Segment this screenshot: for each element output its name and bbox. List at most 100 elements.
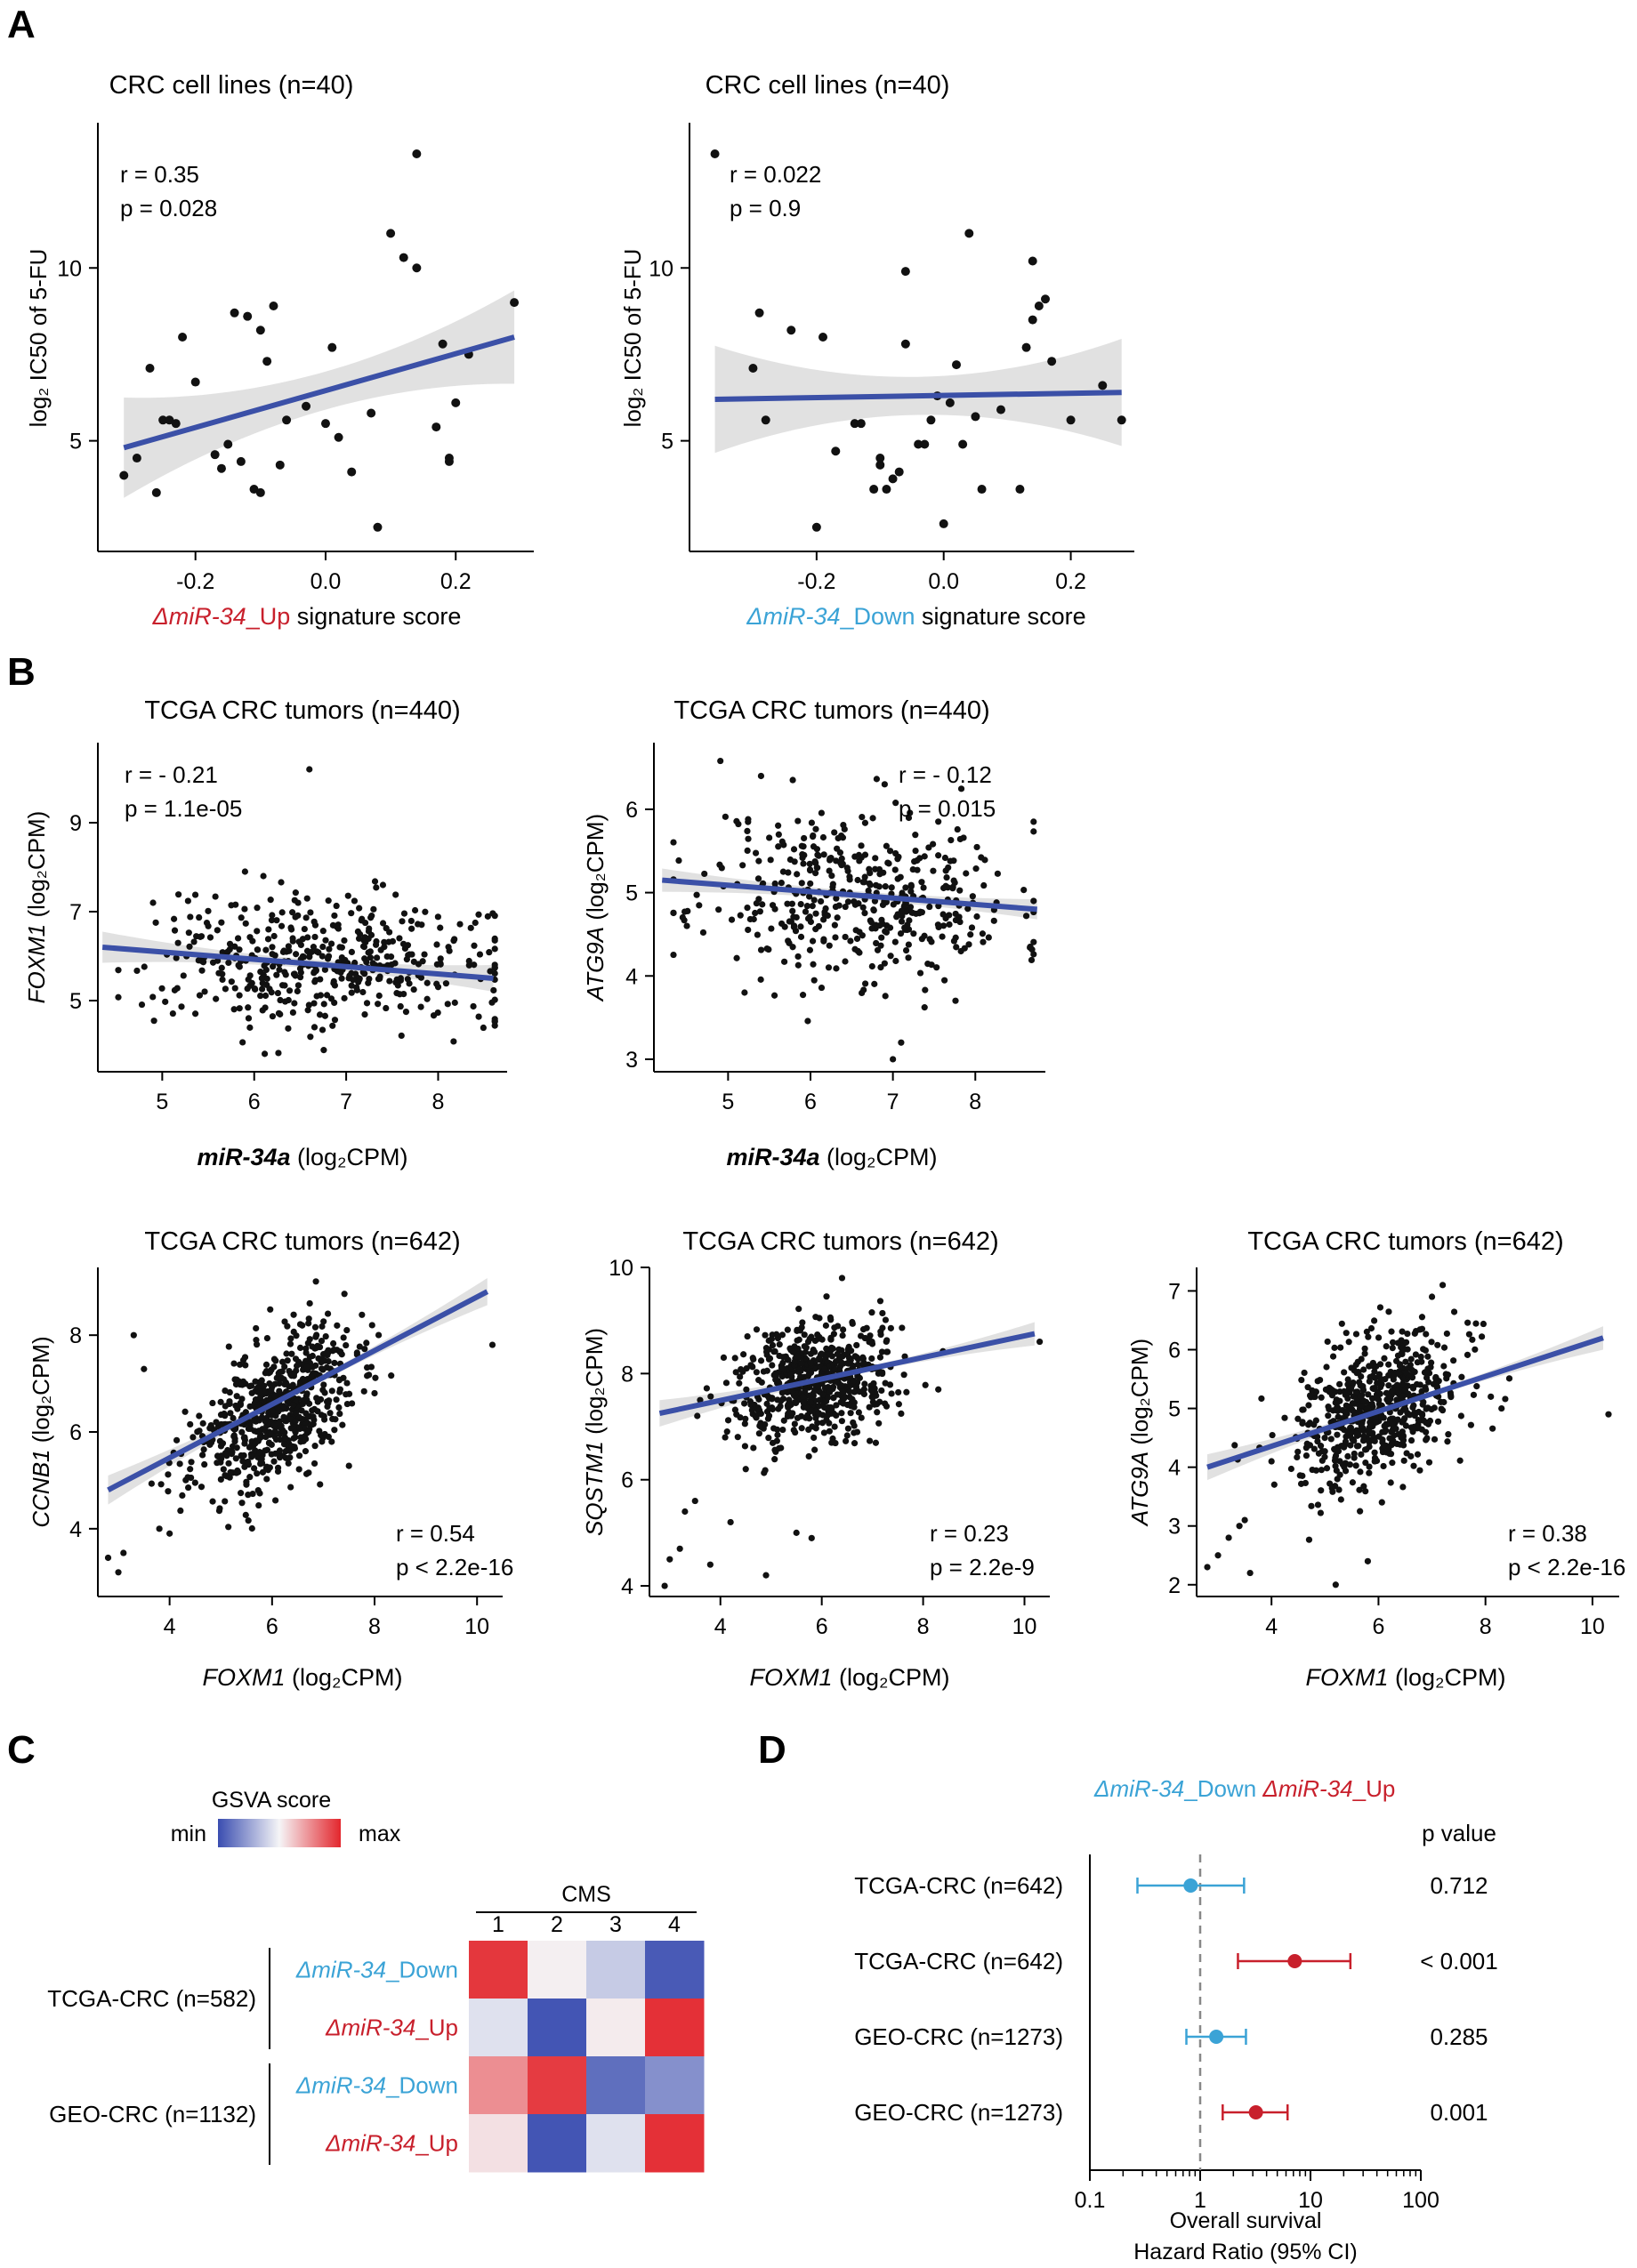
data-point — [350, 977, 357, 984]
data-point — [246, 1403, 254, 1410]
data-point — [320, 1001, 327, 1008]
stat-label: r = 0.23 — [930, 1520, 1009, 1547]
data-point — [717, 757, 724, 765]
data-point — [861, 1334, 868, 1342]
data-point — [722, 1379, 730, 1387]
data-point — [1380, 1414, 1387, 1421]
heatmap-row-label: ΔmiR-34_Down — [295, 1957, 458, 1983]
data-point — [722, 1434, 729, 1441]
data-point — [322, 937, 329, 944]
data-point — [1407, 1355, 1415, 1363]
y-tick-label: 10 — [609, 1256, 633, 1281]
data-point — [769, 1362, 776, 1369]
data-point — [844, 867, 851, 874]
data-point — [953, 944, 960, 951]
data-point — [290, 1435, 297, 1442]
y-axis-label: FOXM1 (log₂CPM) — [23, 811, 50, 1004]
x-tick-label: 0.0 — [928, 569, 959, 594]
data-point — [307, 909, 314, 916]
data-point — [375, 976, 383, 983]
y-tick-label: 10 — [649, 256, 673, 281]
x-tick-label: 6 — [804, 1090, 817, 1114]
data-point — [784, 1356, 792, 1363]
data-point — [773, 1437, 780, 1444]
data-point — [868, 1309, 875, 1316]
data-point — [797, 900, 804, 908]
data-point — [393, 976, 400, 983]
data-point — [1308, 1502, 1315, 1509]
data-point — [1231, 1442, 1238, 1449]
data-point — [856, 1374, 863, 1381]
data-point — [280, 1441, 288, 1448]
data-point — [1355, 1443, 1362, 1450]
data-point — [1394, 1352, 1402, 1359]
data-point — [266, 985, 273, 993]
data-point — [843, 1437, 850, 1444]
data-point — [475, 911, 482, 918]
data-point — [1354, 1358, 1361, 1365]
data-point — [861, 873, 868, 881]
data-point — [745, 818, 752, 825]
x-tick-label: 0.2 — [1055, 569, 1086, 594]
data-point — [372, 1374, 379, 1381]
data-point — [886, 848, 894, 855]
data-point — [258, 975, 265, 982]
stat-label: p = 0.028 — [120, 195, 217, 221]
data-point — [444, 456, 454, 466]
data-point — [433, 961, 440, 968]
data-point — [1214, 1552, 1222, 1559]
data-point — [488, 1341, 496, 1348]
data-point — [1332, 1454, 1339, 1461]
data-point — [812, 910, 819, 917]
data-point — [770, 992, 778, 999]
data-point — [858, 854, 865, 861]
data-point — [1388, 1440, 1395, 1447]
data-point — [361, 1346, 368, 1353]
data-point — [265, 1439, 273, 1447]
data-point — [1066, 415, 1076, 425]
data-point — [180, 972, 187, 979]
data-point — [314, 1398, 321, 1405]
data-point — [1343, 1408, 1351, 1415]
data-point — [230, 1006, 238, 1013]
data-point — [260, 873, 267, 880]
data-point — [757, 1357, 765, 1364]
data-point — [230, 1360, 238, 1367]
data-point — [793, 1529, 800, 1536]
y-axis-label: ATG9A (log₂CPM) — [582, 814, 609, 1002]
data-point — [1383, 1420, 1391, 1428]
data-point — [270, 963, 277, 970]
data-point — [786, 1396, 793, 1403]
data-point — [1378, 1499, 1385, 1506]
data-point — [738, 1365, 745, 1373]
data-point — [861, 910, 868, 917]
data-point — [1030, 951, 1037, 958]
data-point — [898, 918, 906, 925]
data-point — [964, 229, 974, 238]
data-point — [741, 989, 748, 996]
data-point — [310, 1413, 317, 1420]
data-point — [290, 1311, 297, 1318]
regression-line — [107, 1289, 489, 1492]
data-point — [1450, 1308, 1458, 1315]
heatmap-cell — [586, 2114, 646, 2173]
data-point — [1332, 1462, 1339, 1469]
regression-line — [101, 945, 494, 981]
data-point — [298, 1407, 305, 1414]
data-point — [967, 931, 974, 938]
data-point — [852, 927, 859, 934]
data-point — [949, 883, 956, 890]
data-point — [289, 909, 296, 916]
data-point — [399, 253, 408, 262]
data-point — [336, 1410, 343, 1418]
data-point — [145, 363, 155, 373]
data-point — [868, 1387, 875, 1395]
data-point — [806, 860, 813, 867]
data-point — [338, 953, 345, 961]
data-point — [1364, 1557, 1372, 1564]
data-point — [875, 1420, 883, 1427]
data-point — [190, 377, 200, 387]
data-point — [1444, 1371, 1452, 1379]
